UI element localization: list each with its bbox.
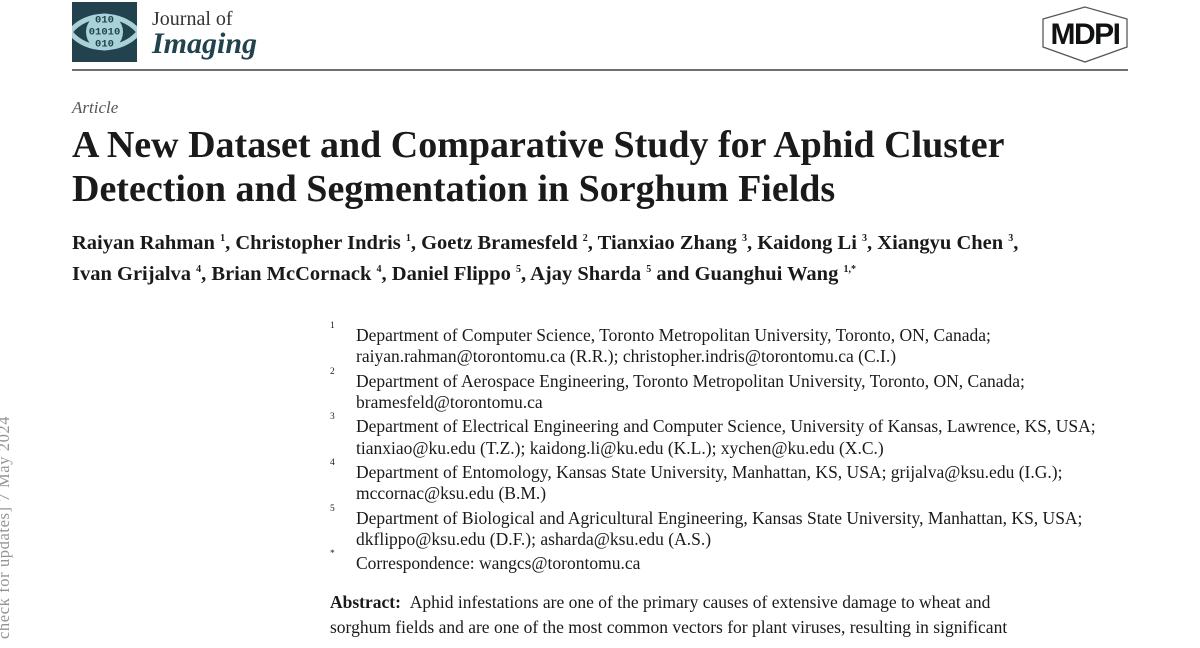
svg-text:01010: 01010 — [89, 27, 121, 39]
svg-text:010: 010 — [95, 39, 114, 51]
svg-text:MDPI: MDPI — [1051, 18, 1120, 51]
svg-text:010: 010 — [95, 15, 114, 27]
